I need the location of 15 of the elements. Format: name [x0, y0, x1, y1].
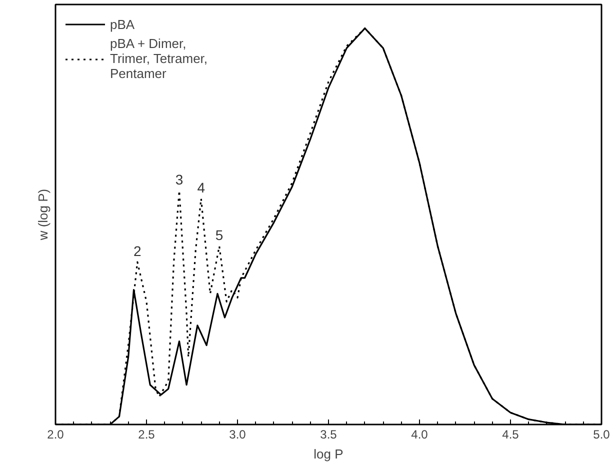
- annotation: 4: [197, 180, 206, 196]
- x-tick-label: 4.0: [411, 428, 428, 442]
- x-tick-label: 2.0: [47, 428, 64, 442]
- x-tick-label: 3.5: [320, 428, 338, 442]
- x-tick-label: 5.0: [593, 428, 610, 442]
- legend-label: pBA: [110, 16, 135, 32]
- y-axis-title: w (log P): [36, 188, 50, 242]
- x-tick-label: 3.0: [229, 428, 246, 442]
- x-tick-label: 4.5: [502, 428, 520, 442]
- annotation: 5: [215, 227, 224, 244]
- legend-label: pBA + Dimer, Trimer, Tetramer, Pentamer: [110, 36, 208, 81]
- annotation: 2: [134, 243, 142, 260]
- x-tick-label: 2.5: [138, 428, 156, 442]
- x-axis-title: log P: [314, 446, 344, 462]
- annotation: 3: [175, 172, 184, 188]
